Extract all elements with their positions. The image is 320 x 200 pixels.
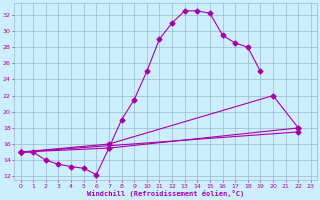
X-axis label: Windchill (Refroidissement éolien,°C): Windchill (Refroidissement éolien,°C) xyxy=(87,190,244,197)
